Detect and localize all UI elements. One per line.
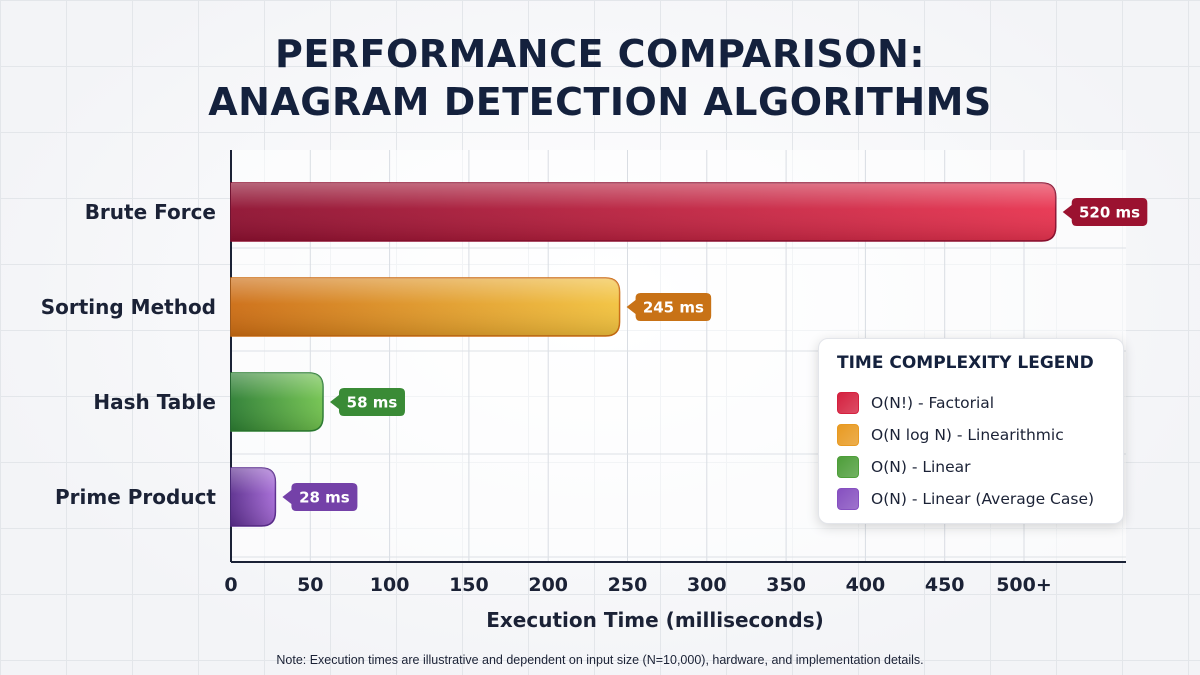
bar-highlight (231, 278, 620, 336)
legend-item-factorial: O(N!) - Factorial (837, 387, 1107, 419)
data-label-bubble (626, 293, 712, 321)
data-label: 520 ms (1079, 204, 1140, 222)
x-axis-label: Execution Time (milliseconds) (486, 608, 824, 632)
legend-swatch-linear (837, 456, 859, 478)
legend-item-linearithmic: O(N log N) - Linearithmic (837, 419, 1107, 451)
legend-label: O(N) - Linear (Average Case) (871, 490, 1095, 508)
bar-highlight (231, 183, 1056, 241)
x-tick-label: 200 (528, 574, 568, 596)
category-label: Prime Product (55, 485, 216, 509)
legend-swatch-linearithmic (837, 424, 859, 446)
data-label: 245 ms (643, 299, 704, 317)
data-label-bubble (1062, 198, 1148, 226)
x-tick-label: 100 (370, 574, 410, 596)
legend-label: O(N!) - Factorial (871, 394, 995, 412)
x-tick-label: 50 (297, 574, 323, 596)
category-label: Sorting Method (41, 295, 216, 319)
legend-title: TIME COMPLEXITY LEGEND (837, 353, 1094, 373)
bar-highlight (231, 373, 323, 431)
legend-label: O(N log N) - Linearithmic (871, 426, 1064, 444)
legend-label: O(N) - Linear (871, 458, 971, 476)
data-label: 28 ms (299, 489, 350, 507)
data-label: 58 ms (347, 394, 398, 412)
data-label-bubble (329, 388, 405, 416)
x-tick-label: 450 (925, 574, 965, 596)
chart-title: PERFORMANCE COMPARISON: ANAGRAM DETECTIO… (0, 30, 1200, 126)
x-tick-label: 300 (687, 574, 727, 596)
legend-item-linear: O(N) - Linear (837, 451, 1107, 483)
category-label: Brute Force (85, 200, 216, 224)
x-tick-label: 350 (766, 574, 806, 596)
chart-title-line-2: ANAGRAM DETECTION ALGORITHMS (208, 80, 992, 124)
footnote: Note: Execution times are illustrative a… (276, 653, 924, 667)
x-tick-label: 0 (224, 574, 237, 596)
chart-title-line-1: PERFORMANCE COMPARISON: (274, 32, 926, 76)
category-label: Hash Table (93, 390, 216, 414)
legend-swatch-linear-average (837, 488, 859, 510)
x-tick-label: 250 (608, 574, 648, 596)
x-tick-label: 400 (846, 574, 886, 596)
legend: TIME COMPLEXITY LEGEND O(N!) - Factorial… (818, 338, 1124, 524)
bar-highlight (231, 468, 276, 526)
legend-swatch-factorial (837, 392, 859, 414)
x-tick-label: 150 (449, 574, 489, 596)
data-label-bubble (282, 483, 358, 511)
x-tick-label: 500+ (996, 574, 1052, 596)
legend-item-linear-average: O(N) - Linear (Average Case) (837, 483, 1107, 515)
